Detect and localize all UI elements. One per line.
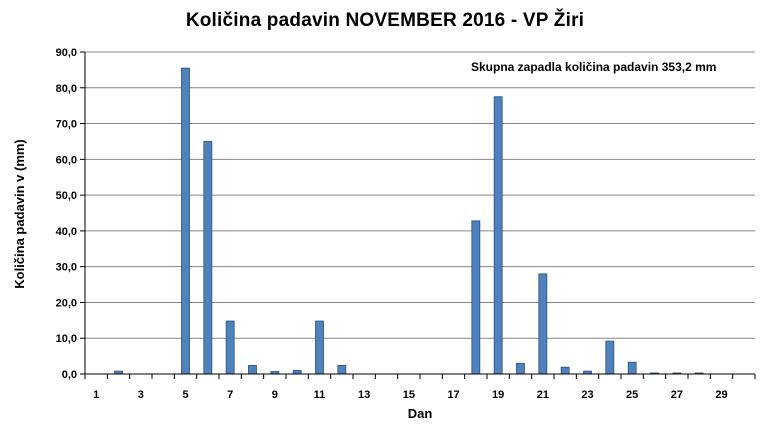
y-tick-label: 30,0: [56, 262, 77, 274]
bar-day-6: [203, 141, 213, 375]
x-tick-label: 29: [715, 389, 727, 401]
y-tick-label: 80,0: [56, 83, 77, 95]
axes: [80, 51, 756, 379]
total-annotation: Skupna zapadla količina padavin 353,2 mm: [471, 60, 716, 74]
bar-day-10: [292, 370, 302, 375]
y-tick-label: 60,0: [56, 154, 77, 166]
bar-day-11: [315, 320, 324, 375]
bar-day-7: [225, 320, 235, 375]
x-tick-label: 9: [272, 389, 278, 401]
y-tick-label: 50,0: [56, 190, 77, 202]
x-axis-title: Dan: [408, 406, 433, 421]
x-tick-label: 23: [581, 389, 593, 401]
x-tick-label: 27: [671, 389, 683, 401]
bar-day-19: [493, 96, 503, 375]
bar-day-22: [560, 366, 570, 375]
x-tick-label: 21: [537, 389, 549, 401]
y-tick-label: 90,0: [56, 47, 77, 59]
bar-day-25: [627, 361, 637, 375]
gridlines: [85, 51, 755, 339]
x-tick-label: 1: [93, 389, 99, 401]
x-tick-label: 19: [492, 389, 504, 401]
x-tick-label: 11: [314, 389, 326, 401]
bar-day-24: [605, 340, 615, 375]
chart-title: Količina padavin NOVEMBER 2016 - VP Žiri: [185, 10, 585, 31]
x-tick-labels: 1 3 5 7 9 11 13 15 17 19 21 23 25 27 29: [93, 389, 728, 401]
bar-day-5: [181, 67, 190, 375]
bar-day-20: [516, 362, 525, 375]
x-tick-label: 3: [138, 389, 144, 401]
x-tick-label: 17: [447, 389, 459, 401]
x-tick-label: 25: [626, 389, 638, 401]
y-axis-title: Količina padavin v (mm): [12, 139, 27, 289]
x-tick-label: 13: [358, 389, 370, 401]
bars: [114, 67, 704, 375]
x-tick-label: 7: [227, 389, 233, 401]
y-tick-label: 20,0: [56, 297, 77, 309]
y-tick-label: 70,0: [56, 119, 77, 131]
y-tick-label: 10,0: [56, 333, 77, 345]
bar-day-8: [248, 365, 257, 375]
x-tick-label: 15: [403, 389, 415, 401]
bar-day-12: [337, 365, 347, 375]
x-tick-label: 5: [182, 389, 188, 401]
bar-day-21: [538, 273, 548, 375]
y-tick-labels: 0,0 10,0 20,0 30,0 40,0 50,0 60,0 70,0 80,0 90,0: [56, 47, 77, 381]
bar-day-18: [471, 220, 481, 375]
y-tick-label: 40,0: [56, 226, 77, 238]
y-tick-label: 0,0: [62, 369, 77, 381]
